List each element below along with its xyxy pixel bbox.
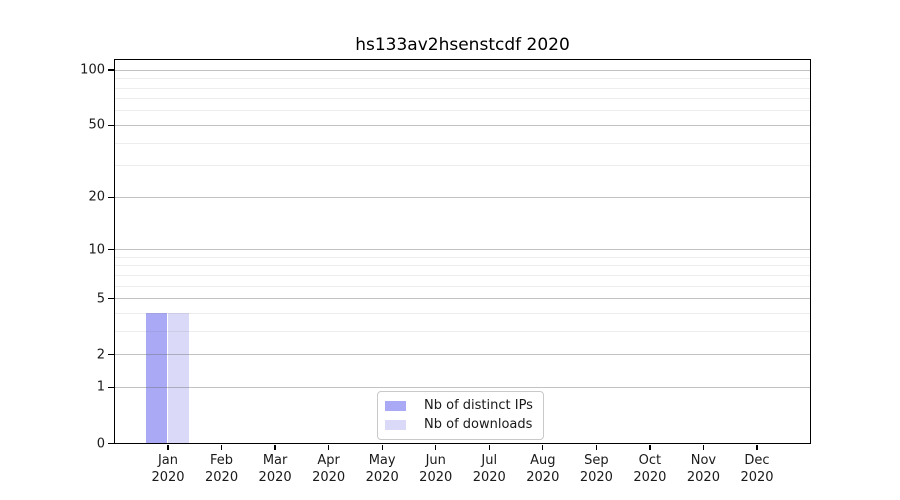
legend-item-downloads: Nb of downloads [378, 415, 543, 434]
x-tick-mar [274, 445, 276, 450]
x-tick-year: 2020 [258, 470, 292, 485]
gridline-major-100 [114, 69, 810, 71]
gridline-minor-8 [114, 265, 810, 267]
x-tick-month: May [368, 453, 396, 468]
x-tick-year: 2020 [365, 470, 399, 485]
y-tick-50 [107, 124, 114, 127]
x-tick-year: 2020 [419, 470, 453, 485]
y-tick-5 [107, 297, 114, 300]
x-tick-jul [488, 445, 490, 450]
x-tick-year: 2020 [633, 470, 667, 485]
x-tick-label-feb: Feb 2020 [205, 452, 238, 486]
legend-label-downloads: Nb of downloads [424, 417, 533, 432]
y-tick-1 [107, 386, 114, 389]
gridline-major-10 [114, 249, 810, 251]
x-tick-label-apr: Apr 2020 [312, 452, 345, 486]
gridline-major-20 [114, 196, 810, 198]
x-tick-year: 2020 [151, 470, 185, 485]
gridline-minor-4 [114, 312, 810, 314]
x-tick-dec [756, 445, 758, 450]
plot-area [113, 58, 811, 444]
y-tick-label-1: 1 [96, 379, 105, 395]
bar-nb-of-downloads-jan [167, 312, 189, 443]
x-tick-label-aug: Aug 2020 [526, 452, 559, 486]
x-tick-sep [595, 445, 597, 450]
legend-swatch-distinct-ips [385, 400, 406, 411]
grid-layer [114, 60, 810, 444]
gridline-major-5 [114, 298, 810, 300]
x-tick-month: Nov [690, 453, 717, 468]
x-tick-month: Dec [744, 453, 770, 468]
y-tick-label-5: 5 [96, 291, 105, 307]
x-tick-month: Feb [210, 453, 234, 468]
y-tick-label-10: 10 [88, 242, 105, 258]
x-tick-apr [327, 445, 330, 450]
x-tick-month: Sep [584, 453, 609, 468]
y-tick-2 [107, 353, 114, 356]
x-tick-aug [542, 445, 544, 450]
legend-label-distinct-ips: Nb of distinct IPs [424, 398, 533, 413]
x-tick-label-oct: Oct 2020 [633, 452, 666, 486]
bar-layer [115, 60, 810, 443]
x-tick-year: 2020 [312, 470, 346, 485]
gridline-minor-60 [114, 110, 810, 112]
x-tick-year: 2020 [740, 470, 774, 485]
x-tick-month: Jan [157, 453, 179, 468]
legend: Nb of distinct IPs Nb of downloads [377, 391, 544, 440]
x-tick-month: Oct [638, 453, 662, 468]
x-tick-year: 2020 [205, 470, 239, 485]
legend-item-distinct-ips: Nb of distinct IPs [378, 396, 543, 415]
gridline-minor-30 [114, 165, 810, 167]
x-tick-label-jan: Jan 2020 [151, 452, 184, 486]
x-tick-jan [167, 445, 169, 450]
x-tick-label-sep: Sep 2020 [580, 452, 613, 486]
x-tick-month: Aug [530, 453, 556, 468]
y-tick-20 [107, 196, 114, 198]
gridline-minor-90 [114, 78, 810, 80]
gridline-major-50 [114, 124, 810, 126]
x-tick-year: 2020 [472, 470, 506, 485]
x-tick-feb [220, 445, 223, 450]
x-tick-jun [435, 445, 437, 450]
x-tick-label-jun: Jun 2020 [419, 452, 452, 486]
x-tick-year: 2020 [686, 470, 720, 485]
y-tick-label-20: 20 [88, 189, 105, 205]
x-tick-label-may: May 2020 [366, 452, 399, 486]
legend-swatch-downloads [385, 419, 406, 430]
x-tick-month: Mar [262, 453, 288, 468]
x-tick-month: Jul [481, 453, 498, 468]
y-tick-label-50: 50 [88, 117, 105, 133]
y-tick-100 [107, 69, 114, 71]
x-tick-month: Jun [425, 453, 446, 468]
x-tick-may [381, 445, 383, 450]
y-tick-0 [107, 442, 114, 445]
x-tick-label-dec: Dec 2020 [740, 452, 773, 486]
bar-nb-of-distinct-ips-jan [146, 312, 168, 443]
x-tick-month: Apr [317, 453, 340, 468]
y-tick-label-100: 100 [80, 62, 105, 78]
y-tick-label-0: 0 [96, 436, 105, 451]
chart-title: hs133av2hsenstcdf 2020 [355, 35, 570, 55]
gridline-minor-70 [114, 98, 810, 100]
gridline-minor-9 [114, 256, 810, 258]
x-tick-oct [649, 445, 651, 450]
x-tick-nov [702, 445, 705, 450]
gridline-major-2 [114, 354, 810, 356]
y-tick-label-2: 2 [96, 347, 105, 363]
gridline-minor-6 [114, 285, 810, 287]
gridline-minor-3 [114, 330, 810, 332]
gridline-minor-80 [114, 87, 810, 89]
x-tick-label-mar: Mar 2020 [259, 452, 292, 486]
x-tick-year: 2020 [579, 470, 613, 485]
x-tick-label-jul: Jul 2020 [473, 452, 506, 486]
gridline-major-1 [114, 386, 810, 388]
gridline-minor-7 [114, 274, 810, 276]
gridline-minor-40 [114, 142, 810, 144]
x-tick-year: 2020 [526, 470, 560, 485]
x-tick-label-nov: Nov 2020 [687, 452, 720, 486]
y-tick-10 [107, 248, 114, 251]
